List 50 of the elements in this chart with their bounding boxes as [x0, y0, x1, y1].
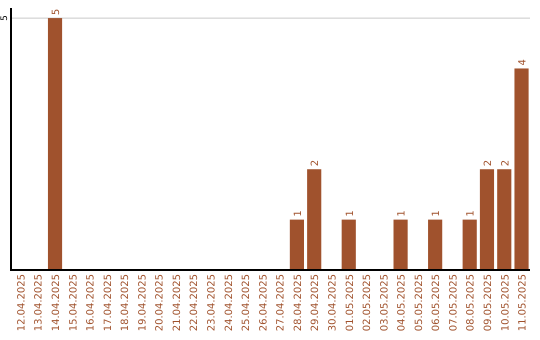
x-tick-label: 01.05.2025 — [344, 274, 356, 332]
x-tick-label: 23.04.2025 — [206, 274, 218, 332]
data-label: 4 — [518, 59, 529, 66]
bar — [342, 220, 356, 270]
bar — [290, 220, 304, 270]
bar — [514, 68, 529, 270]
x-tick-label: 13.04.2025 — [34, 274, 45, 332]
x-tick-label: 10.05.2025 — [500, 274, 512, 332]
x-tick-label: 25.04.2025 — [241, 274, 252, 332]
x-tick-label: 14.04.2025 — [51, 274, 62, 332]
data-label: 1 — [344, 210, 356, 217]
x-tick-label: 05.05.2025 — [414, 274, 425, 332]
data-label: 1 — [396, 210, 408, 217]
x-tick-label: 22.04.2025 — [189, 274, 200, 332]
x-tick-label: 03.05.2025 — [379, 274, 390, 332]
x-tick-label: 28.04.2025 — [292, 274, 304, 332]
x-tick-label: 08.05.2025 — [466, 274, 477, 332]
x-tick-label: 15.04.2025 — [68, 274, 80, 332]
data-label: 1 — [466, 210, 477, 217]
bar — [48, 18, 62, 270]
x-tick-label: 12.04.2025 — [16, 274, 28, 332]
x-tick-label: 02.05.2025 — [362, 274, 374, 332]
x-tick-label: 09.05.2025 — [482, 274, 494, 332]
data-label: 2 — [500, 160, 512, 166]
data-label: 2 — [482, 160, 494, 166]
bar — [394, 220, 408, 270]
x-tick-label: 21.04.2025 — [172, 274, 183, 332]
x-tick-label: 30.04.2025 — [327, 274, 338, 332]
x-tick-label: 18.04.2025 — [120, 274, 132, 332]
x-tick-label: 11.05.2025 — [518, 274, 529, 332]
x-tick-label: 19.04.2025 — [137, 274, 148, 332]
x-tick-label: 27.04.2025 — [276, 274, 287, 332]
bar — [428, 220, 442, 270]
bar — [307, 169, 322, 270]
bar — [497, 169, 512, 270]
x-tick-label: 04.05.2025 — [396, 274, 408, 332]
bar — [462, 220, 477, 270]
x-tick-label: 17.04.2025 — [102, 274, 114, 332]
x-tick-label: 06.05.2025 — [431, 274, 442, 332]
x-tick-label: 26.04.2025 — [258, 274, 270, 332]
bar — [480, 169, 494, 270]
x-tick-label: 07.05.2025 — [448, 274, 460, 332]
data-label: 5 — [51, 8, 62, 16]
x-tick-label: 29.04.2025 — [310, 274, 322, 332]
data-label: 2 — [310, 160, 322, 166]
x-tick-label: 20.04.2025 — [154, 274, 166, 332]
data-label: 1 — [292, 210, 304, 217]
x-tick-label: 16.04.2025 — [86, 274, 97, 332]
data-label: 1 — [431, 210, 442, 217]
x-tick-label: 24.04.2025 — [224, 274, 235, 332]
